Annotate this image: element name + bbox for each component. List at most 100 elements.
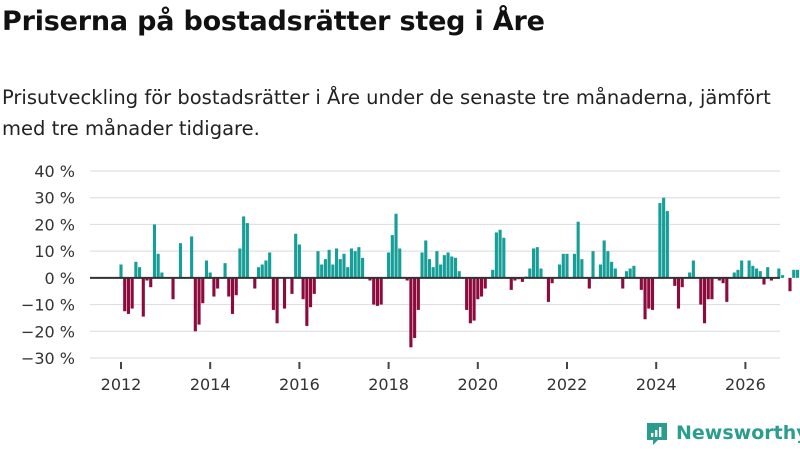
bar [416, 277, 420, 310]
bar [781, 275, 785, 278]
bar [479, 277, 484, 297]
x-tick-label: 2016 [279, 375, 320, 394]
x-tick-label: 2014 [190, 375, 231, 394]
y-tick-label: −20 % [21, 322, 75, 341]
bar [788, 277, 792, 292]
bar [308, 277, 313, 308]
bar [260, 264, 264, 278]
bar [610, 261, 614, 278]
bar [312, 277, 316, 294]
y-tick-label: 40 % [34, 162, 75, 181]
bar [472, 277, 476, 321]
bar [390, 235, 394, 278]
bar [290, 277, 294, 294]
bar [721, 277, 725, 284]
y-tick-label: −10 % [21, 296, 75, 315]
bar [204, 260, 209, 278]
bar [152, 224, 157, 278]
x-tick-label: 2012 [101, 375, 142, 394]
bar [528, 268, 532, 278]
bar [323, 259, 327, 278]
brand-name: Newsworthy [676, 422, 800, 444]
bar [572, 253, 576, 278]
bar [368, 277, 372, 281]
newsworthy-logo-icon [647, 423, 667, 445]
bar [331, 264, 335, 278]
bar [777, 268, 781, 278]
bar [253, 277, 257, 289]
chart-subtitle: Prisutveckling för bostadsrätter i Åre u… [2, 86, 771, 140]
bar [792, 269, 796, 278]
bar [227, 277, 231, 297]
bar [665, 211, 669, 278]
chart-title: Priserna på bostadsrätter steg i Åre [2, 6, 545, 37]
bar [353, 251, 357, 278]
bar [335, 248, 339, 278]
bar [375, 277, 380, 306]
bar [509, 277, 513, 290]
bar [531, 248, 536, 278]
bar [628, 268, 632, 278]
y-tick-label: −30 % [21, 349, 75, 368]
bar [688, 272, 692, 278]
y-tick-label: 10 % [34, 242, 75, 261]
bar [156, 253, 160, 278]
bar [372, 277, 376, 305]
bar [602, 240, 606, 278]
bar [643, 277, 647, 320]
bar [561, 253, 565, 278]
bar [134, 261, 138, 278]
bar [178, 243, 183, 278]
bar [361, 257, 365, 278]
bar [632, 265, 636, 278]
bar [230, 277, 235, 314]
bar [268, 252, 272, 278]
bar [130, 277, 134, 309]
bar [453, 257, 458, 278]
bar [587, 277, 591, 289]
x-tick-label: 2022 [547, 375, 588, 394]
bar [256, 267, 261, 278]
bar [476, 277, 480, 300]
bar [795, 269, 799, 278]
bar [271, 277, 275, 310]
bar [342, 253, 346, 278]
bar [732, 272, 736, 278]
y-tick-label: 30 % [34, 189, 75, 208]
bar [439, 264, 443, 278]
bar [394, 213, 398, 278]
bar [446, 252, 450, 278]
bar [301, 277, 305, 300]
gridlines [90, 170, 780, 359]
bar [591, 251, 595, 278]
bar [658, 203, 662, 278]
bar [639, 277, 643, 290]
newsworthy-logo: Newsworthy [644, 420, 800, 446]
bars [119, 197, 799, 348]
bar [242, 216, 246, 278]
bar [647, 277, 651, 309]
bar [320, 264, 324, 278]
bar [457, 271, 461, 278]
bar [338, 259, 342, 278]
bar [680, 277, 684, 288]
bar [576, 221, 580, 278]
bar [766, 267, 770, 278]
bar [691, 260, 695, 278]
bar [398, 248, 402, 278]
bar [699, 277, 703, 305]
bar [747, 260, 751, 278]
bar [621, 277, 625, 289]
bar [387, 252, 391, 278]
bar [435, 251, 439, 278]
bar [138, 267, 142, 278]
bar [717, 277, 721, 281]
bar [294, 233, 298, 278]
bar [613, 268, 617, 278]
bar [297, 244, 301, 278]
bar [520, 277, 524, 282]
bar [676, 277, 681, 309]
bar [145, 277, 149, 281]
bar [409, 277, 413, 348]
x-tick-label: 2024 [636, 375, 677, 394]
